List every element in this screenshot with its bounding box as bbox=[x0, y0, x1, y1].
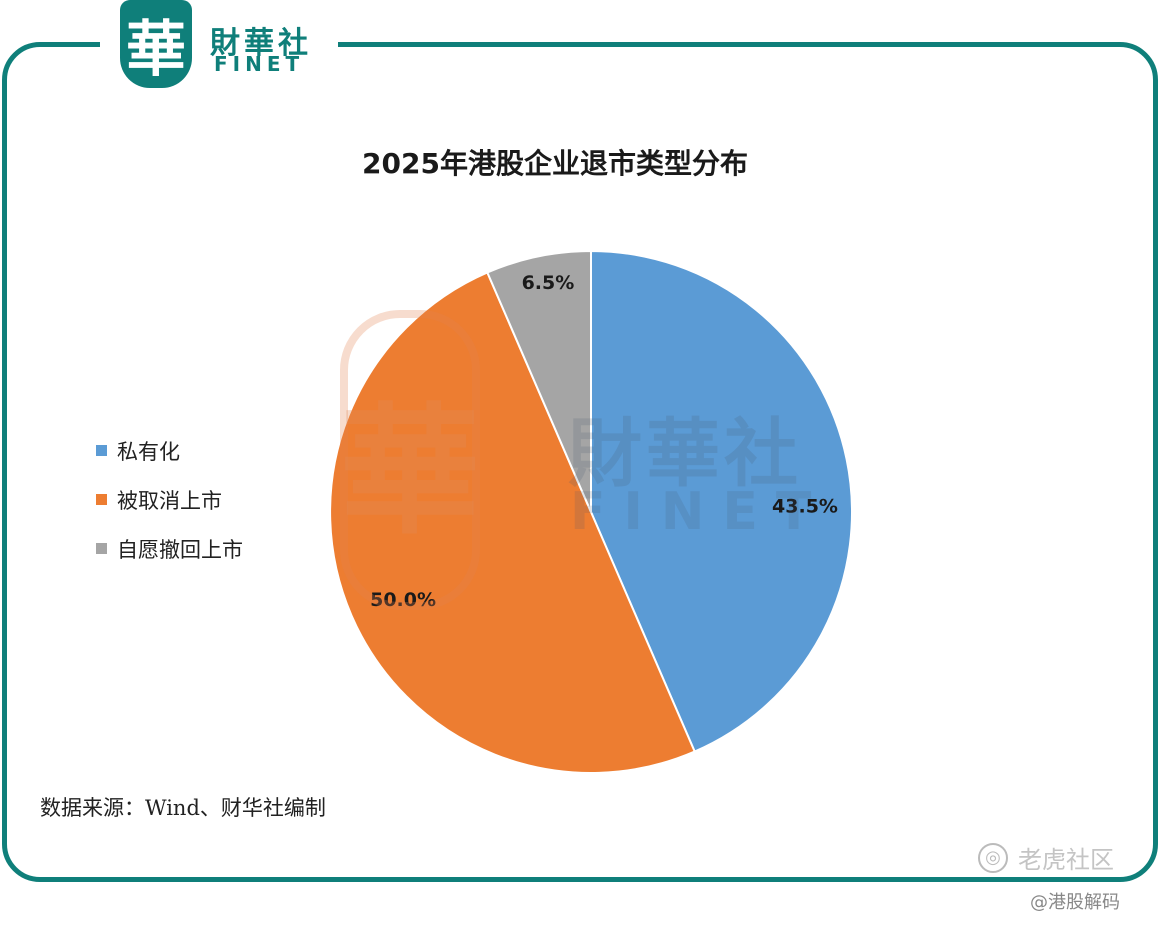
author-handle: @港股解码 bbox=[1030, 892, 1120, 913]
chart-title: 2025年港股企业退市类型分布 bbox=[362, 147, 748, 180]
watermark-seal: 華 bbox=[340, 310, 480, 610]
watermark-name-en: FINET bbox=[570, 482, 830, 542]
pie-slice-2 bbox=[486, 249, 592, 513]
pie-data-label-0: 43.5% bbox=[772, 495, 838, 517]
finet-logo-seal: 華 bbox=[120, 0, 192, 88]
community-label: 老虎社区 bbox=[1018, 846, 1114, 874]
watermark-name-cn: 財華社 bbox=[568, 411, 802, 497]
chart-legend: 私有化 被取消上市 自愿撤回上市 bbox=[96, 426, 243, 573]
legend-label: 自愿撤回上市 bbox=[117, 537, 243, 562]
legend-swatch bbox=[96, 445, 107, 456]
tiger-community-icon: ◎ bbox=[978, 842, 1008, 873]
community-watermark: ◎ 老虎社区 bbox=[978, 840, 1114, 875]
logo-name-cn: 財華社 bbox=[210, 26, 312, 61]
legend-swatch bbox=[96, 543, 107, 554]
legend-item-privatization: 私有化 bbox=[96, 426, 243, 475]
legend-label: 被取消上市 bbox=[117, 488, 222, 513]
logo-name-en: FINET bbox=[214, 52, 305, 76]
pie-data-label-2: 6.5% bbox=[522, 272, 575, 294]
data-source-note: 数据来源：Wind、财华社编制 bbox=[40, 796, 326, 820]
pie-slice-0 bbox=[590, 249, 853, 753]
legend-label: 私有化 bbox=[117, 439, 180, 464]
legend-item-delisted: 被取消上市 bbox=[96, 475, 243, 524]
legend-item-voluntary-withdrawal: 自愿撤回上市 bbox=[96, 524, 243, 573]
legend-swatch bbox=[96, 494, 107, 505]
